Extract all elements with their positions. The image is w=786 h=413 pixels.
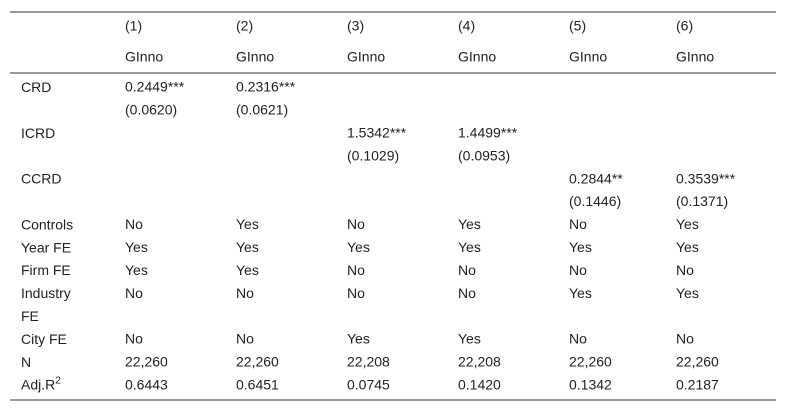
table-cell: (0.1371) — [676, 193, 728, 209]
column-header: (6) — [676, 18, 693, 34]
row-label: Industry — [21, 285, 71, 301]
table-cell: 0.1420 — [458, 376, 501, 392]
row-label: Year FE — [21, 239, 71, 255]
table-cell: 0.2187 — [676, 376, 719, 392]
row-label: Firm FE — [21, 262, 71, 278]
row-label-text: ICRD — [21, 125, 55, 141]
table-cell: 22,260 — [676, 354, 719, 370]
row-label: Controls — [21, 216, 73, 232]
table-cell: (0.1029) — [347, 147, 399, 163]
row-label: FE — [21, 308, 39, 324]
table-cell: Yes — [125, 262, 148, 278]
table-cell: No — [125, 285, 143, 301]
table-cell: No — [569, 331, 587, 347]
column-header: (3) — [347, 18, 364, 34]
table-cell: Yes — [458, 331, 481, 347]
table-cell: No — [458, 285, 476, 301]
row-label: CRD — [21, 79, 51, 95]
column-header: GInno — [347, 49, 385, 65]
table-cell: 22,208 — [347, 354, 390, 370]
table-cell: 0.0745 — [347, 376, 390, 392]
row-label-text: Firm FE — [21, 262, 71, 278]
table-cell: Yes — [569, 239, 592, 255]
table-cell: 0.2449*** — [125, 79, 185, 95]
row-label-text: Year FE — [21, 239, 71, 255]
table-cell: Yes — [676, 216, 699, 232]
table-cell: 1.5342*** — [347, 125, 407, 141]
table-cell: No — [236, 331, 254, 347]
column-header: GInno — [458, 49, 496, 65]
table-cell: No — [569, 262, 587, 278]
table-cell: Yes — [236, 262, 259, 278]
column-header: GInno — [125, 49, 163, 65]
row-label-text: CRD — [21, 79, 51, 95]
table-cell: 0.6451 — [236, 376, 279, 392]
table-cell: 22,260 — [125, 354, 168, 370]
table-cell: Yes — [676, 239, 699, 255]
table-cell: 0.2316*** — [236, 79, 296, 95]
table-cell: No — [347, 216, 365, 232]
row-label: CCRD — [21, 170, 61, 186]
column-header: (2) — [236, 18, 253, 34]
table-cell: (0.0621) — [236, 102, 288, 118]
row-label: City FE — [21, 331, 67, 347]
table-cell: Yes — [458, 239, 481, 255]
row-label-superscript: 2 — [55, 375, 61, 386]
table-cell: 22,260 — [236, 354, 279, 370]
table-cell: Yes — [347, 331, 370, 347]
column-header: GInno — [236, 49, 274, 65]
table-cell: Yes — [676, 285, 699, 301]
table-cell: (0.0620) — [125, 102, 177, 118]
table-cell: Yes — [236, 216, 259, 232]
column-header: GInno — [676, 49, 714, 65]
table-cell: (0.0953) — [458, 147, 510, 163]
table-cell: 0.1342 — [569, 376, 612, 392]
table-cell: 22,260 — [569, 354, 612, 370]
table-cell: 1.4499*** — [458, 125, 518, 141]
row-label-text: CCRD — [21, 170, 61, 186]
table-cell: Yes — [569, 285, 592, 301]
table-cell: 0.6443 — [125, 376, 168, 392]
column-header: GInno — [569, 49, 607, 65]
row-label: Adj.R2 — [21, 375, 61, 392]
column-header: (1) — [125, 18, 142, 34]
row-label-text: N — [21, 354, 31, 370]
row-label: N — [21, 354, 31, 370]
table-cell: No — [676, 262, 694, 278]
row-label-text: City FE — [21, 331, 67, 347]
table-cell: 0.2844** — [569, 170, 623, 186]
table-cell: No — [347, 285, 365, 301]
table-cell: 0.3539*** — [676, 170, 736, 186]
table-cell: Yes — [125, 239, 148, 255]
row-label-text: FE — [21, 308, 39, 324]
table-cell: No — [569, 216, 587, 232]
table-cell: No — [125, 331, 143, 347]
row-label-text: Industry — [21, 285, 71, 301]
row-label: ICRD — [21, 125, 55, 141]
row-label-text: Adj.R — [21, 376, 55, 392]
table-cell: Yes — [458, 216, 481, 232]
table-cell: Yes — [236, 239, 259, 255]
table-cell: No — [347, 262, 365, 278]
table-cell: 22,208 — [458, 354, 501, 370]
column-header: (4) — [458, 18, 475, 34]
table-cell: No — [125, 216, 143, 232]
row-label-text: Controls — [21, 216, 73, 232]
column-header: (5) — [569, 18, 586, 34]
table-cell: Yes — [347, 239, 370, 255]
table-cell: No — [236, 285, 254, 301]
table-cell: No — [458, 262, 476, 278]
table-cell: No — [676, 331, 694, 347]
table-cell: (0.1446) — [569, 193, 621, 209]
